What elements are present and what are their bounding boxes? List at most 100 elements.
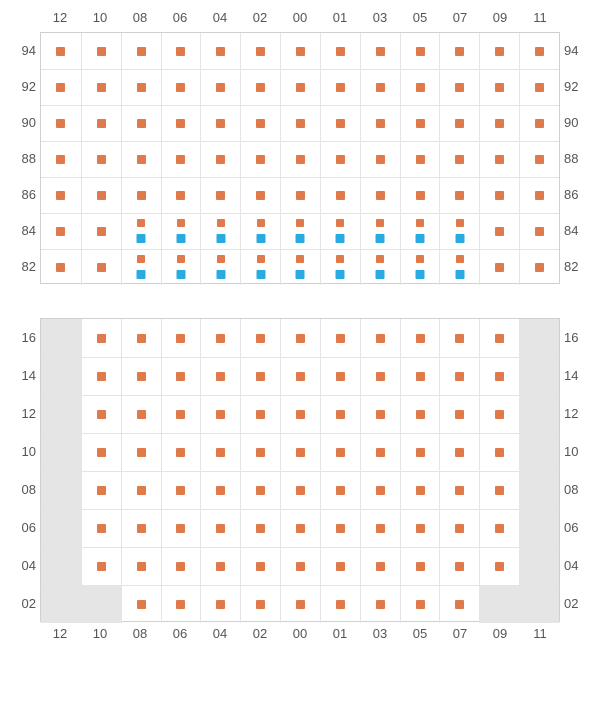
seat-cell[interactable] bbox=[41, 213, 81, 249]
seat-cell[interactable] bbox=[360, 141, 400, 177]
seat-cell[interactable] bbox=[320, 177, 360, 213]
seat-cell[interactable] bbox=[161, 547, 201, 585]
seat-cell[interactable] bbox=[479, 395, 519, 433]
seat-cell[interactable] bbox=[121, 33, 161, 69]
seat-cell[interactable] bbox=[121, 547, 161, 585]
seat-cell[interactable] bbox=[320, 249, 360, 285]
seat-cell[interactable] bbox=[439, 141, 479, 177]
seat-cell[interactable] bbox=[200, 319, 240, 357]
seat-cell[interactable] bbox=[200, 213, 240, 249]
seat-cell[interactable] bbox=[479, 249, 519, 285]
seat-cell[interactable] bbox=[161, 509, 201, 547]
seat-cell[interactable] bbox=[320, 395, 360, 433]
seat-cell[interactable] bbox=[240, 319, 280, 357]
seat-cell[interactable] bbox=[280, 547, 320, 585]
seat-cell[interactable] bbox=[161, 433, 201, 471]
seat-cell[interactable] bbox=[121, 177, 161, 213]
seat-cell[interactable] bbox=[161, 177, 201, 213]
seat-cell[interactable] bbox=[280, 395, 320, 433]
seat-cell[interactable] bbox=[240, 395, 280, 433]
seat-cell[interactable] bbox=[81, 177, 121, 213]
seat-cell[interactable] bbox=[280, 509, 320, 547]
seat-cell[interactable] bbox=[200, 357, 240, 395]
seat-cell[interactable] bbox=[320, 585, 360, 623]
seat-cell[interactable] bbox=[360, 509, 400, 547]
seat-cell[interactable] bbox=[360, 69, 400, 105]
seat-cell[interactable] bbox=[41, 141, 81, 177]
seat-cell[interactable] bbox=[479, 319, 519, 357]
seat-cell[interactable] bbox=[161, 395, 201, 433]
seat-cell[interactable] bbox=[519, 69, 559, 105]
seat-cell[interactable] bbox=[240, 141, 280, 177]
seat-cell[interactable] bbox=[200, 249, 240, 285]
seat-cell[interactable] bbox=[81, 33, 121, 69]
seat-cell[interactable] bbox=[200, 395, 240, 433]
seat-cell[interactable] bbox=[121, 105, 161, 141]
seat-cell[interactable] bbox=[280, 105, 320, 141]
seat-cell[interactable] bbox=[200, 471, 240, 509]
seat-cell[interactable] bbox=[400, 395, 440, 433]
seat-cell[interactable] bbox=[121, 249, 161, 285]
seat-cell[interactable] bbox=[240, 471, 280, 509]
seat-cell[interactable] bbox=[439, 433, 479, 471]
seat-cell[interactable] bbox=[400, 177, 440, 213]
seat-cell[interactable] bbox=[240, 433, 280, 471]
seat-cell[interactable] bbox=[240, 105, 280, 141]
seat-cell[interactable] bbox=[439, 105, 479, 141]
seat-cell[interactable] bbox=[240, 33, 280, 69]
seat-cell[interactable] bbox=[81, 395, 121, 433]
seat-cell[interactable] bbox=[200, 585, 240, 623]
seat-cell[interactable] bbox=[200, 509, 240, 547]
seat-cell[interactable] bbox=[519, 177, 559, 213]
seat-cell[interactable] bbox=[161, 213, 201, 249]
seat-cell[interactable] bbox=[519, 33, 559, 69]
seat-cell[interactable] bbox=[439, 395, 479, 433]
seat-cell[interactable] bbox=[479, 69, 519, 105]
seat-cell[interactable] bbox=[400, 547, 440, 585]
seat-cell[interactable] bbox=[161, 249, 201, 285]
seat-cell[interactable] bbox=[360, 547, 400, 585]
seat-cell[interactable] bbox=[81, 547, 121, 585]
seat-cell[interactable] bbox=[320, 509, 360, 547]
seat-cell[interactable] bbox=[81, 213, 121, 249]
seat-cell[interactable] bbox=[280, 213, 320, 249]
seat-cell[interactable] bbox=[121, 471, 161, 509]
seat-cell[interactable] bbox=[439, 177, 479, 213]
seat-cell[interactable] bbox=[121, 213, 161, 249]
seat-cell[interactable] bbox=[360, 357, 400, 395]
seat-cell[interactable] bbox=[280, 33, 320, 69]
seat-cell[interactable] bbox=[240, 509, 280, 547]
seat-cell[interactable] bbox=[479, 105, 519, 141]
seat-cell[interactable] bbox=[400, 69, 440, 105]
seat-cell[interactable] bbox=[479, 357, 519, 395]
seat-cell[interactable] bbox=[81, 433, 121, 471]
seat-cell[interactable] bbox=[320, 433, 360, 471]
seat-cell[interactable] bbox=[121, 433, 161, 471]
seat-cell[interactable] bbox=[400, 319, 440, 357]
seat-cell[interactable] bbox=[519, 141, 559, 177]
seat-cell[interactable] bbox=[400, 585, 440, 623]
seat-cell[interactable] bbox=[280, 319, 320, 357]
seat-cell[interactable] bbox=[81, 509, 121, 547]
seat-cell[interactable] bbox=[41, 69, 81, 105]
seat-cell[interactable] bbox=[161, 471, 201, 509]
seat-cell[interactable] bbox=[360, 433, 400, 471]
seat-cell[interactable] bbox=[360, 319, 400, 357]
seat-cell[interactable] bbox=[479, 141, 519, 177]
seat-cell[interactable] bbox=[400, 357, 440, 395]
seat-cell[interactable] bbox=[41, 105, 81, 141]
seat-cell[interactable] bbox=[479, 509, 519, 547]
seat-cell[interactable] bbox=[161, 357, 201, 395]
seat-cell[interactable] bbox=[161, 585, 201, 623]
seat-cell[interactable] bbox=[320, 547, 360, 585]
seat-cell[interactable] bbox=[439, 471, 479, 509]
seat-cell[interactable] bbox=[360, 33, 400, 69]
seat-cell[interactable] bbox=[400, 433, 440, 471]
seat-cell[interactable] bbox=[240, 69, 280, 105]
seat-cell[interactable] bbox=[439, 547, 479, 585]
seat-cell[interactable] bbox=[240, 585, 280, 623]
seat-cell[interactable] bbox=[320, 33, 360, 69]
seat-cell[interactable] bbox=[41, 33, 81, 69]
seat-cell[interactable] bbox=[121, 319, 161, 357]
seat-cell[interactable] bbox=[479, 433, 519, 471]
